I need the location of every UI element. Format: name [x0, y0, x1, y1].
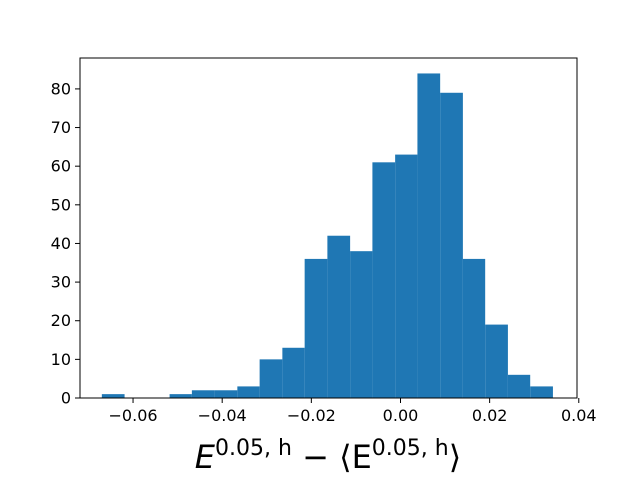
x-axis-label: E0.05, h − ⟨E0.05, h⟩	[195, 436, 461, 476]
y-tick-label: 30	[51, 273, 71, 292]
bar	[440, 92, 463, 398]
bar	[395, 154, 418, 398]
y-tick-label: 0	[61, 389, 71, 408]
y-tick-label: 80	[51, 79, 71, 98]
bar	[462, 258, 486, 398]
bar	[372, 162, 396, 398]
bar	[507, 374, 531, 398]
y-tick-label: 40	[51, 234, 71, 253]
bar	[530, 386, 553, 398]
y-tick-label: 10	[51, 350, 71, 369]
y-tick-label: 60	[51, 157, 71, 176]
bar	[282, 347, 305, 398]
bar	[237, 386, 260, 398]
y-tick-label: 20	[51, 311, 71, 330]
plot-frame	[79, 57, 578, 399]
x-label-sup: 0.05, h	[215, 436, 292, 461]
x-tick-label: −0.06	[109, 406, 158, 425]
bar	[327, 235, 351, 398]
x-label-part: ⟩	[449, 438, 461, 476]
bar	[214, 390, 238, 398]
x-tick-label: −0.02	[287, 406, 336, 425]
x-label-part: − ⟨E	[292, 438, 372, 476]
bar	[101, 394, 125, 398]
x-label-part: E	[195, 438, 216, 476]
bar	[169, 394, 192, 398]
x-label-sup: 0.05, h	[372, 436, 449, 461]
x-tick-label: 0.00	[383, 406, 419, 425]
x-tick-label: 0.02	[472, 406, 508, 425]
bar	[485, 324, 508, 398]
bar	[350, 251, 373, 398]
x-tick-label: 0.04	[561, 406, 597, 425]
bar	[417, 73, 441, 399]
bar	[259, 359, 283, 398]
bar	[304, 258, 328, 398]
y-tick-label: 50	[51, 195, 71, 214]
bar	[191, 390, 215, 398]
x-tick-label: −0.04	[198, 406, 247, 425]
y-tick-label: 70	[51, 118, 71, 137]
